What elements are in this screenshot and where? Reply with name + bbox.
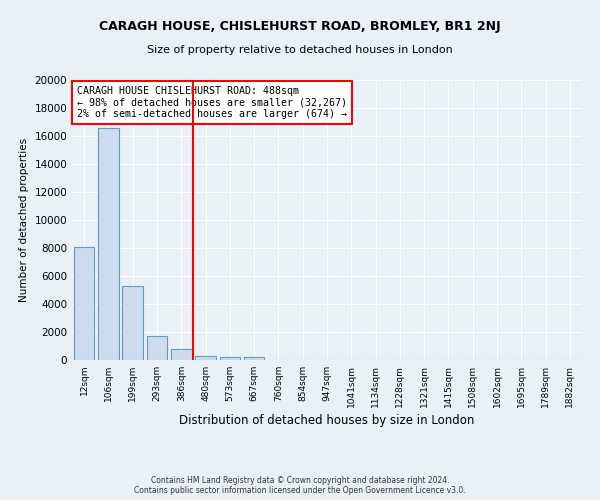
Bar — [244, 357, 265, 360]
Bar — [98, 128, 119, 360]
Bar — [220, 357, 240, 360]
Text: CARAGH HOUSE, CHISLEHURST ROAD, BROMLEY, BR1 2NJ: CARAGH HOUSE, CHISLEHURST ROAD, BROMLEY,… — [99, 20, 501, 33]
Bar — [171, 349, 191, 360]
Text: Contains HM Land Registry data © Crown copyright and database right 2024.
Contai: Contains HM Land Registry data © Crown c… — [134, 476, 466, 495]
Y-axis label: Number of detached properties: Number of detached properties — [19, 138, 29, 302]
X-axis label: Distribution of detached houses by size in London: Distribution of detached houses by size … — [179, 414, 475, 427]
Bar — [146, 336, 167, 360]
Bar — [122, 286, 143, 360]
Bar — [74, 246, 94, 360]
Bar — [195, 356, 216, 360]
Text: Size of property relative to detached houses in London: Size of property relative to detached ho… — [147, 45, 453, 55]
Text: CARAGH HOUSE CHISLEHURST ROAD: 488sqm
← 98% of detached houses are smaller (32,2: CARAGH HOUSE CHISLEHURST ROAD: 488sqm ← … — [77, 86, 347, 119]
